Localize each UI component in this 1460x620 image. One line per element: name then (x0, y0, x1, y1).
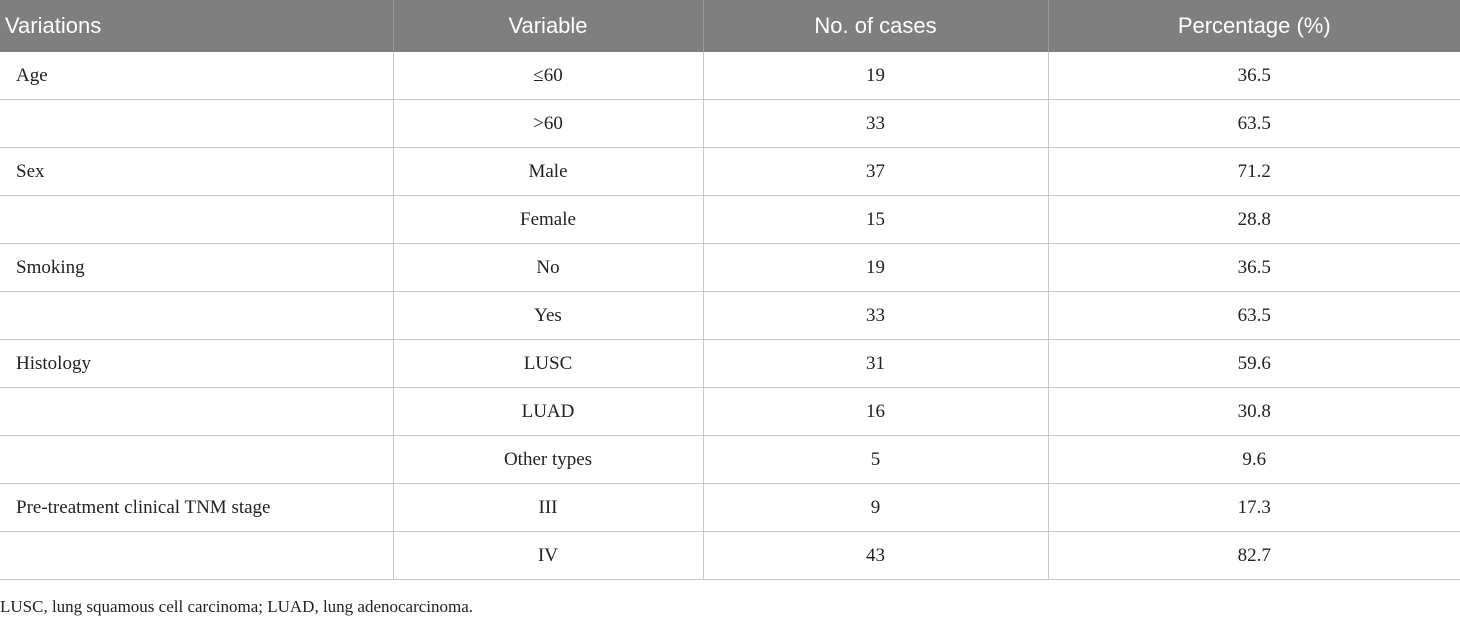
cell-percentage: 71.2 (1048, 147, 1460, 196)
table-row: >60 33 63.5 (0, 99, 1460, 148)
cell-variable: ≤60 (393, 52, 704, 100)
cell-variation: Histology (0, 339, 394, 388)
cell-cases: 19 (703, 52, 1049, 100)
cell-cases: 33 (703, 99, 1049, 148)
table-row: Other types 5 9.6 (0, 435, 1460, 484)
cell-variation (0, 291, 394, 340)
cell-cases: 33 (703, 291, 1049, 340)
cell-cases: 31 (703, 339, 1049, 388)
cell-variation (0, 387, 394, 436)
cell-percentage: 36.5 (1048, 243, 1460, 292)
cell-variation (0, 99, 394, 148)
cell-variable: >60 (393, 99, 704, 148)
cell-cases: 43 (703, 531, 1049, 580)
header-percentage: Percentage (%) (1048, 0, 1460, 52)
header-variable: Variable (393, 0, 704, 52)
table-row: Sex Male 37 71.2 (0, 147, 1460, 196)
cell-cases: 16 (703, 387, 1049, 436)
cell-percentage: 36.5 (1048, 52, 1460, 100)
cell-variable: LUAD (393, 387, 704, 436)
table-row: Yes 33 63.5 (0, 291, 1460, 340)
cell-variation (0, 195, 394, 244)
table-row: Age ≤60 19 36.5 (0, 52, 1460, 100)
cell-variation (0, 531, 394, 580)
cell-cases: 9 (703, 483, 1049, 532)
table-row: Smoking No 19 36.5 (0, 243, 1460, 292)
header-variations: Variations (0, 0, 394, 52)
cell-variable: LUSC (393, 339, 704, 388)
cell-cases: 15 (703, 195, 1049, 244)
cell-variable: Female (393, 195, 704, 244)
cell-percentage: 63.5 (1048, 291, 1460, 340)
table-row: Histology LUSC 31 59.6 (0, 339, 1460, 388)
cell-cases: 37 (703, 147, 1049, 196)
cell-percentage: 9.6 (1048, 435, 1460, 484)
cell-percentage: 17.3 (1048, 483, 1460, 532)
table-row: Pre-treatment clinical TNM stage III 9 1… (0, 483, 1460, 532)
table-row: LUAD 16 30.8 (0, 387, 1460, 436)
cell-variable: III (393, 483, 704, 532)
cell-variation: Smoking (0, 243, 394, 292)
table-row: IV 43 82.7 (0, 531, 1460, 580)
cell-variable: Yes (393, 291, 704, 340)
table-header: Variations Variable No. of cases Percent… (0, 0, 1460, 52)
cell-variable: Other types (393, 435, 704, 484)
cell-variation: Pre-treatment clinical TNM stage (0, 483, 394, 532)
cell-variation (0, 435, 394, 484)
patient-characteristics-table-container: Variations Variable No. of cases Percent… (0, 0, 1460, 580)
patient-characteristics-table: Variations Variable No. of cases Percent… (0, 0, 1460, 580)
header-row: Variations Variable No. of cases Percent… (0, 0, 1460, 52)
cell-cases: 19 (703, 243, 1049, 292)
cell-percentage: 28.8 (1048, 195, 1460, 244)
header-no-of-cases: No. of cases (703, 0, 1049, 52)
table-footnote: LUSC, lung squamous cell carcinoma; LUAD… (0, 597, 474, 616)
table-row: Female 15 28.8 (0, 195, 1460, 244)
cell-variable: IV (393, 531, 704, 580)
cell-percentage: 82.7 (1048, 531, 1460, 580)
cell-percentage: 30.8 (1048, 387, 1460, 436)
cell-cases: 5 (703, 435, 1049, 484)
cell-variable: Male (393, 147, 704, 196)
cell-variation: Age (0, 52, 394, 100)
table-body: Age ≤60 19 36.5 >60 33 63.5 Sex Male 37 … (0, 52, 1460, 580)
cell-variation: Sex (0, 147, 394, 196)
cell-variable: No (393, 243, 704, 292)
cell-percentage: 59.6 (1048, 339, 1460, 388)
cell-percentage: 63.5 (1048, 99, 1460, 148)
